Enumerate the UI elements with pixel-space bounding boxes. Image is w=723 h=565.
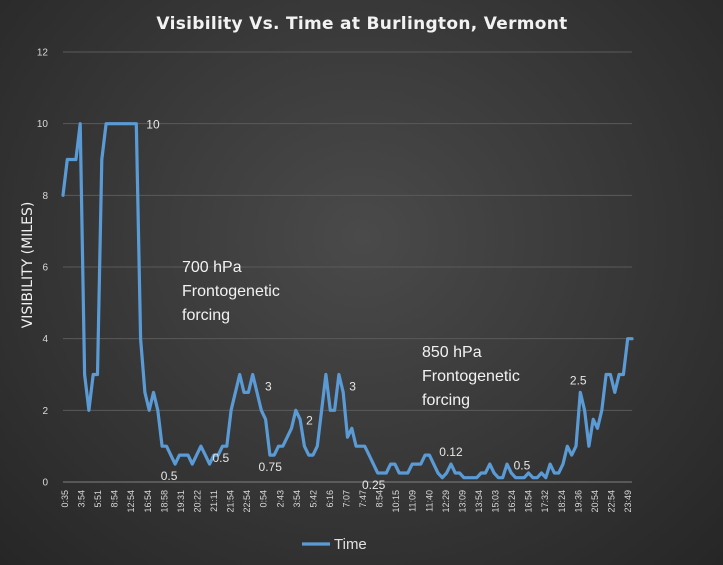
data-label: 0.5 bbox=[212, 451, 229, 465]
data-label: 0.5 bbox=[161, 469, 178, 483]
x-tick-label: 22:54 bbox=[606, 490, 616, 513]
annotation-text: 700 hPa bbox=[182, 259, 242, 276]
data-label: 0.12 bbox=[439, 445, 463, 459]
series-line-time bbox=[61, 122, 634, 480]
annotation-text: Frontogenetic bbox=[422, 368, 520, 385]
y-tick-label: 8 bbox=[42, 191, 48, 202]
data-label: 2.5 bbox=[570, 373, 587, 387]
annotation-text: 850 hPa bbox=[422, 344, 482, 361]
y-tick-labels: 0 2 4 6 8 10 12 bbox=[37, 48, 49, 489]
x-tick-label: 3:54 bbox=[77, 490, 87, 508]
x-tick-label: 16:24 bbox=[507, 490, 517, 513]
x-tick-label: 17:32 bbox=[540, 490, 550, 513]
x-tick-label: 3:54 bbox=[292, 490, 302, 508]
x-tick-label: 21:11 bbox=[209, 490, 219, 512]
y-tick-label: 12 bbox=[37, 48, 49, 59]
x-tick-label: 11:09 bbox=[408, 490, 418, 512]
y-tick-label: 2 bbox=[42, 406, 48, 417]
x-tick-label: 8:54 bbox=[375, 490, 385, 508]
y-tick-label: 10 bbox=[37, 119, 49, 130]
x-tick-label: 0:54 bbox=[259, 490, 269, 508]
x-tick-label: 20:54 bbox=[590, 490, 600, 513]
data-label: 2 bbox=[306, 413, 313, 427]
x-tick-label: 19:31 bbox=[176, 490, 186, 513]
x-tick-label: 0:35 bbox=[60, 490, 70, 508]
x-tick-label: 5:51 bbox=[93, 490, 103, 508]
x-tick-label: 13:54 bbox=[474, 490, 484, 513]
data-label: 10 bbox=[146, 118, 160, 132]
data-label: 4 bbox=[646, 0, 653, 3]
data-label: 0.75 bbox=[259, 460, 283, 474]
x-tick-label: 13:09 bbox=[457, 490, 467, 513]
chart-title: Visibility Vs. Time at Burlington, Vermo… bbox=[156, 14, 567, 34]
legend-label: Time bbox=[334, 536, 367, 553]
annotation-text: Frontogenetic bbox=[182, 283, 280, 300]
legend: Time bbox=[302, 536, 367, 553]
x-tick-label: 12:29 bbox=[441, 490, 451, 513]
x-tick-label: 6:16 bbox=[325, 490, 335, 508]
data-labels: 10 0.5 0.5 3 0.75 2 3 0.25 0.12 0.5 2.5 4 bbox=[146, 0, 653, 492]
x-tick-label: 11:40 bbox=[424, 490, 434, 512]
data-label: 3 bbox=[265, 379, 272, 393]
x-tick-label: 16:54 bbox=[143, 490, 153, 513]
x-tick-label: 7:07 bbox=[342, 490, 352, 508]
x-tick-label: 5:42 bbox=[308, 490, 318, 508]
x-tick-labels: 0:35 3:54 5:51 8:54 12:54 16:54 18:58 19:31 20:2… bbox=[60, 490, 633, 513]
x-tick-label: 20:22 bbox=[192, 490, 202, 513]
x-tick-label: 7:47 bbox=[358, 490, 368, 508]
x-tick-label: 15:03 bbox=[491, 490, 501, 513]
x-tick-label: 18:24 bbox=[557, 490, 567, 513]
gridlines bbox=[63, 51, 632, 483]
x-tick-label: 18:58 bbox=[159, 490, 169, 513]
data-label: 0.25 bbox=[362, 478, 386, 492]
x-tick-label: 23:49 bbox=[623, 490, 633, 513]
x-tick-label: 10:15 bbox=[391, 490, 401, 513]
x-tick-label: 16:54 bbox=[524, 490, 534, 513]
data-label: 3 bbox=[349, 379, 356, 393]
series-layer bbox=[61, 122, 634, 480]
x-tick-label: 8:54 bbox=[110, 490, 120, 508]
y-tick-label: 0 bbox=[42, 478, 48, 489]
x-tick-label: 21:54 bbox=[226, 490, 236, 513]
x-tick-label: 22:54 bbox=[242, 490, 252, 513]
y-tick-label: 6 bbox=[42, 263, 48, 274]
x-tick-label: 12:54 bbox=[126, 490, 136, 513]
x-tick-label: 2:43 bbox=[275, 490, 285, 508]
y-tick-label: 4 bbox=[42, 334, 48, 345]
annotations: 700 hPa Frontogenetic forcing 850 hPa Fronto… bbox=[182, 259, 520, 409]
x-tick-label: 19:36 bbox=[573, 490, 583, 513]
annotation-text: forcing bbox=[422, 392, 470, 409]
data-label: 0.5 bbox=[514, 459, 531, 473]
y-axis-label: VISIBILITY (MILES) bbox=[20, 202, 36, 329]
annotation-text: forcing bbox=[182, 307, 230, 324]
